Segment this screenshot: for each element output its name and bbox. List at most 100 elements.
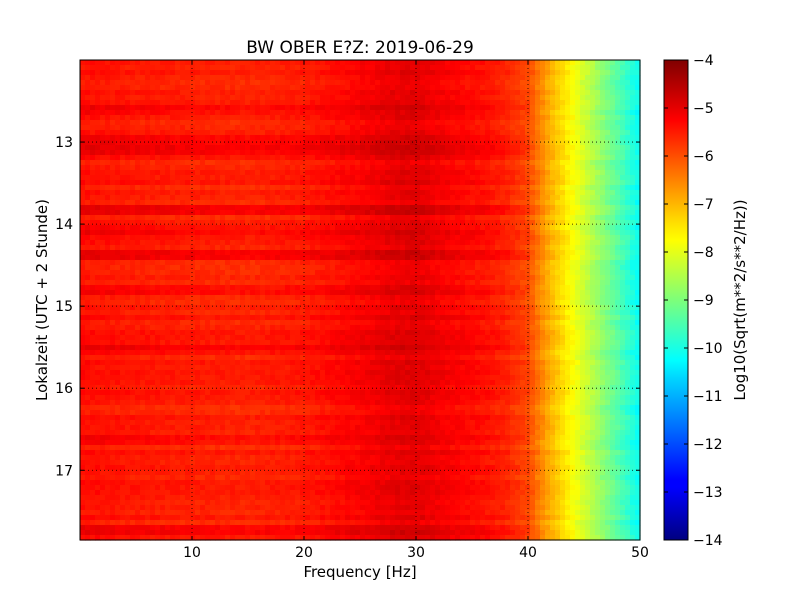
heatmap-cell [515, 190, 521, 196]
heatmap-cell [610, 65, 616, 71]
heatmap-cell [625, 275, 631, 281]
heatmap-cell [415, 130, 421, 136]
heatmap-cell [255, 110, 261, 116]
heatmap-cell [270, 160, 276, 166]
heatmap-cell [180, 120, 186, 126]
heatmap-cell [555, 65, 561, 71]
heatmap-cell [375, 265, 381, 271]
heatmap-cell [410, 105, 416, 111]
heatmap-cell [285, 165, 291, 171]
heatmap-cell [395, 225, 401, 231]
heatmap-cell [335, 100, 341, 106]
heatmap-cell [90, 265, 96, 271]
heatmap-cell [545, 150, 551, 156]
heatmap-cell [180, 130, 186, 136]
heatmap-cell [415, 240, 421, 246]
heatmap-cell [485, 185, 491, 191]
heatmap-cell [260, 260, 266, 266]
heatmap-cell [510, 210, 516, 216]
heatmap-cell [340, 110, 346, 116]
heatmap-cell [290, 265, 296, 271]
heatmap-cell [620, 210, 626, 216]
heatmap-cell [590, 200, 596, 206]
heatmap-cell [325, 275, 331, 281]
heatmap-cell [135, 255, 141, 261]
heatmap-cell [620, 240, 626, 246]
heatmap-cell [290, 270, 296, 276]
heatmap-cell [345, 150, 351, 156]
heatmap-cell [570, 270, 576, 276]
heatmap-cell [300, 270, 306, 276]
heatmap-cell [360, 160, 366, 166]
heatmap-cell [185, 240, 191, 246]
heatmap-cell [320, 80, 326, 86]
heatmap-cell [405, 235, 411, 241]
heatmap-cell [440, 195, 446, 201]
heatmap-cell [310, 60, 316, 66]
heatmap-cell [385, 250, 391, 256]
heatmap-cell [330, 125, 336, 131]
heatmap-cell [215, 90, 221, 96]
heatmap-cell [335, 240, 341, 246]
heatmap-cell [440, 65, 446, 71]
heatmap-cell [550, 145, 556, 151]
heatmap-cell [280, 275, 286, 281]
heatmap-cell [635, 235, 641, 241]
heatmap-cell [275, 275, 281, 281]
heatmap-cell [220, 200, 226, 206]
heatmap-cell [630, 75, 636, 81]
heatmap-cell [145, 100, 151, 106]
heatmap-cell [395, 280, 401, 286]
heatmap-cell [605, 170, 611, 176]
heatmap-cell [260, 215, 266, 221]
heatmap-cell [95, 270, 101, 276]
heatmap-cell [235, 95, 241, 101]
heatmap-cell [465, 135, 471, 141]
heatmap-cell [265, 165, 271, 171]
heatmap-cell [585, 85, 591, 91]
heatmap-cell [395, 130, 401, 136]
heatmap-cell [165, 110, 171, 116]
heatmap-cell [370, 120, 376, 126]
heatmap-cell [305, 155, 311, 161]
heatmap-cell [510, 140, 516, 146]
heatmap-cell [270, 90, 276, 96]
heatmap-cell [615, 85, 621, 91]
heatmap-cell [160, 280, 166, 286]
heatmap-cell [585, 75, 591, 81]
heatmap-cell [440, 85, 446, 91]
heatmap-cell [585, 220, 591, 226]
heatmap-cell [325, 75, 331, 81]
heatmap-cell [235, 105, 241, 111]
heatmap-cell [495, 230, 501, 236]
heatmap-cell [375, 80, 381, 86]
heatmap-cell [450, 110, 456, 116]
heatmap-cell [550, 75, 556, 81]
heatmap-cell [435, 115, 441, 121]
heatmap-cell [625, 90, 631, 96]
heatmap-cell [135, 165, 141, 171]
heatmap-cell [260, 75, 266, 81]
heatmap-cell [105, 125, 111, 131]
heatmap-cell [435, 60, 441, 66]
heatmap-cell [410, 260, 416, 266]
heatmap-cell [195, 85, 201, 91]
heatmap-cell [285, 210, 291, 216]
heatmap-cell [385, 235, 391, 241]
heatmap-cell [295, 155, 301, 161]
heatmap-cell [175, 175, 181, 181]
heatmap-cell [195, 270, 201, 276]
heatmap-cell [275, 130, 281, 136]
heatmap-cell [455, 75, 461, 81]
heatmap-cell [300, 85, 306, 91]
heatmap-cell [350, 175, 356, 181]
heatmap-cell [380, 90, 386, 96]
heatmap-cell [380, 180, 386, 186]
heatmap-cell [635, 100, 641, 106]
heatmap-cell [160, 130, 166, 136]
heatmap-cell [140, 115, 146, 121]
heatmap-cell [85, 190, 91, 196]
heatmap-cell [375, 150, 381, 156]
heatmap-cell [115, 140, 121, 146]
heatmap-cell [145, 150, 151, 156]
